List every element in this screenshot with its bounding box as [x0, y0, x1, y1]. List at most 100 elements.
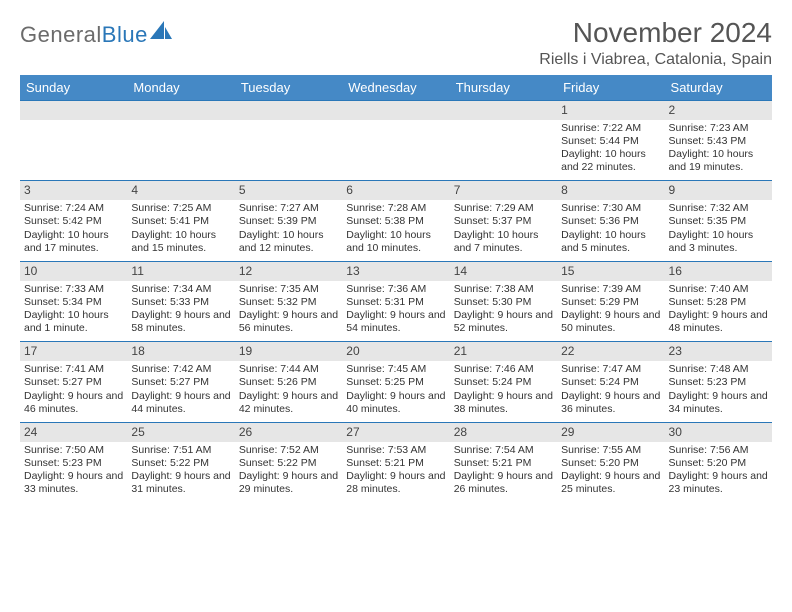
sunset-line: Sunset: 5:23 PM: [24, 457, 123, 470]
day-cell: 5Sunrise: 7:27 AMSunset: 5:39 PMDaylight…: [235, 180, 342, 261]
sunrise-line: Sunrise: 7:24 AM: [24, 202, 123, 215]
sunrise-line: Sunrise: 7:51 AM: [131, 444, 230, 457]
sunset-line: Sunset: 5:23 PM: [669, 376, 768, 389]
day-cell: 6Sunrise: 7:28 AMSunset: 5:38 PMDaylight…: [342, 180, 449, 261]
sunrise-line: Sunrise: 7:48 AM: [669, 363, 768, 376]
sunrise-line: Sunrise: 7:56 AM: [669, 444, 768, 457]
sunset-line: Sunset: 5:32 PM: [239, 296, 338, 309]
day-cell: 11Sunrise: 7:34 AMSunset: 5:33 PMDayligh…: [127, 261, 234, 342]
empty-day-bar: .: [235, 100, 342, 120]
brand-name-1: General: [20, 22, 102, 48]
sunrise-line: Sunrise: 7:46 AM: [454, 363, 553, 376]
weekday-header: Monday: [127, 75, 234, 100]
day-cell: 21Sunrise: 7:46 AMSunset: 5:24 PMDayligh…: [450, 341, 557, 422]
sunrise-line: Sunrise: 7:22 AM: [561, 122, 660, 135]
weekday-header: Thursday: [450, 75, 557, 100]
sunrise-line: Sunrise: 7:29 AM: [454, 202, 553, 215]
daylight-line: Daylight: 9 hours and 44 minutes.: [131, 390, 230, 416]
sunrise-line: Sunrise: 7:28 AM: [346, 202, 445, 215]
day-cell: 23Sunrise: 7:48 AMSunset: 5:23 PMDayligh…: [665, 341, 772, 422]
month-title: November 2024: [539, 18, 772, 49]
sunrise-line: Sunrise: 7:45 AM: [346, 363, 445, 376]
day-cell: 2 Sunrise: 7:23 AMSunset: 5:43 PMDaylight…: [665, 100, 772, 181]
day-number: 18: [127, 341, 234, 361]
sunset-line: Sunset: 5:43 PM: [669, 135, 768, 148]
sunrise-line: Sunrise: 7:30 AM: [561, 202, 660, 215]
daylight-line: Daylight: 10 hours and 15 minutes.: [131, 229, 230, 255]
sunset-line: Sunset: 5:20 PM: [561, 457, 660, 470]
day-cell: 19Sunrise: 7:44 AMSunset: 5:26 PMDayligh…: [235, 341, 342, 422]
daylight-line: Daylight: 9 hours and 40 minutes.: [346, 390, 445, 416]
day-cell: 22Sunrise: 7:47 AMSunset: 5:24 PMDayligh…: [557, 341, 664, 422]
daylight-line: Daylight: 10 hours and 12 minutes.: [239, 229, 338, 255]
day-number: 19: [235, 341, 342, 361]
sail-icon: [150, 21, 172, 41]
daylight-line: Daylight: 9 hours and 54 minutes.: [346, 309, 445, 335]
day-number: 25: [127, 422, 234, 442]
sunset-line: Sunset: 5:25 PM: [346, 376, 445, 389]
day-cell: 7Sunrise: 7:29 AMSunset: 5:37 PMDaylight…: [450, 180, 557, 261]
empty-day-bar: .: [342, 100, 449, 120]
day-number: 9: [665, 180, 772, 200]
sunrise-line: Sunrise: 7:47 AM: [561, 363, 660, 376]
day-number: 15: [557, 261, 664, 281]
day-cell: 16Sunrise: 7:40 AMSunset: 5:28 PMDayligh…: [665, 261, 772, 342]
day-number: 26: [235, 422, 342, 442]
day-cell: 1Sunrise: 7:22 AMSunset: 5:44 PMDaylight…: [557, 100, 664, 181]
day-cell: .: [20, 100, 127, 181]
sunset-line: Sunset: 5:42 PM: [24, 215, 123, 228]
day-number: 13: [342, 261, 449, 281]
sunrise-line: Sunrise: 7:42 AM: [131, 363, 230, 376]
day-cell: 27Sunrise: 7:53 AMSunset: 5:21 PMDayligh…: [342, 422, 449, 503]
daylight-line: Daylight: 10 hours and 19 minutes.: [669, 148, 768, 174]
sunrise-line: Sunrise: 7:25 AM: [131, 202, 230, 215]
sunrise-line: Sunrise: 7:23 AM: [669, 122, 768, 135]
empty-day-bar: .: [127, 100, 234, 120]
sunset-line: Sunset: 5:26 PM: [239, 376, 338, 389]
daylight-line: Daylight: 9 hours and 29 minutes.: [239, 470, 338, 496]
day-number: 2: [665, 100, 772, 120]
daylight-line: Daylight: 9 hours and 42 minutes.: [239, 390, 338, 416]
daylight-line: Daylight: 9 hours and 33 minutes.: [24, 470, 123, 496]
daylight-line: Daylight: 9 hours and 58 minutes.: [131, 309, 230, 335]
sunrise-line: Sunrise: 7:50 AM: [24, 444, 123, 457]
sunrise-line: Sunrise: 7:40 AM: [669, 283, 768, 296]
sunset-line: Sunset: 5:22 PM: [131, 457, 230, 470]
weekday-header: Saturday: [665, 75, 772, 100]
day-number: 28: [450, 422, 557, 442]
daylight-line: Daylight: 9 hours and 46 minutes.: [24, 390, 123, 416]
week-row: 10Sunrise: 7:33 AMSunset: 5:34 PMDayligh…: [20, 261, 772, 342]
day-cell: .: [235, 100, 342, 181]
day-cell: .: [342, 100, 449, 181]
weekday-header: Wednesday: [342, 75, 449, 100]
sunrise-line: Sunrise: 7:36 AM: [346, 283, 445, 296]
sunrise-line: Sunrise: 7:33 AM: [24, 283, 123, 296]
week-row: 3Sunrise: 7:24 AMSunset: 5:42 PMDaylight…: [20, 180, 772, 261]
empty-day-bar: .: [20, 100, 127, 120]
day-cell: .: [450, 100, 557, 181]
day-cell: 4Sunrise: 7:25 AMSunset: 5:41 PMDaylight…: [127, 180, 234, 261]
daylight-line: Daylight: 10 hours and 3 minutes.: [669, 229, 768, 255]
day-cell: 15Sunrise: 7:39 AMSunset: 5:29 PMDayligh…: [557, 261, 664, 342]
daylight-line: Daylight: 10 hours and 17 minutes.: [24, 229, 123, 255]
calendar-table: Sunday Monday Tuesday Wednesday Thursday…: [20, 75, 772, 503]
daylight-line: Daylight: 9 hours and 28 minutes.: [346, 470, 445, 496]
day-number: 27: [342, 422, 449, 442]
day-cell: 3Sunrise: 7:24 AMSunset: 5:42 PMDaylight…: [20, 180, 127, 261]
daylight-line: Daylight: 10 hours and 7 minutes.: [454, 229, 553, 255]
day-cell: 9Sunrise: 7:32 AMSunset: 5:35 PMDaylight…: [665, 180, 772, 261]
day-number: 17: [20, 341, 127, 361]
sunrise-line: Sunrise: 7:53 AM: [346, 444, 445, 457]
daylight-line: Daylight: 9 hours and 56 minutes.: [239, 309, 338, 335]
daylight-line: Daylight: 9 hours and 36 minutes.: [561, 390, 660, 416]
sunrise-line: Sunrise: 7:32 AM: [669, 202, 768, 215]
daylight-line: Daylight: 10 hours and 22 minutes.: [561, 148, 660, 174]
day-cell: 12Sunrise: 7:35 AMSunset: 5:32 PMDayligh…: [235, 261, 342, 342]
sunset-line: Sunset: 5:27 PM: [24, 376, 123, 389]
sunrise-line: Sunrise: 7:34 AM: [131, 283, 230, 296]
sunset-line: Sunset: 5:21 PM: [454, 457, 553, 470]
sunset-line: Sunset: 5:37 PM: [454, 215, 553, 228]
brand-name-2: Blue: [102, 22, 148, 48]
sunset-line: Sunset: 5:36 PM: [561, 215, 660, 228]
day-number: 12: [235, 261, 342, 281]
